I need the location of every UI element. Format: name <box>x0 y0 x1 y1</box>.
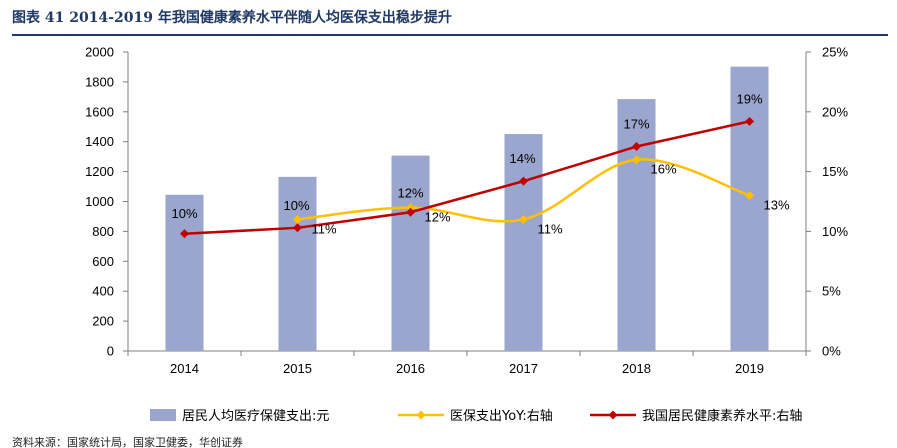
yoy-data-label: 13% <box>764 198 790 213</box>
right-tick-label: 5% <box>822 284 841 299</box>
yoy-point-2018 <box>632 155 641 165</box>
yoy-data-label: 12% <box>425 209 451 224</box>
legend-health-marker <box>608 410 618 420</box>
left-tick-label: 1400 <box>85 134 114 149</box>
x-tick-label: 2014 <box>170 361 199 376</box>
legend-yoy-label: 医保支出YoY:右轴 <box>450 409 553 424</box>
left-tick-label: 1200 <box>85 164 114 179</box>
x-tick-label: 2015 <box>283 361 312 376</box>
health-point-2019 <box>745 116 754 126</box>
legend-health-label: 我国居民健康素养水平:右轴 <box>642 408 802 424</box>
left-tick-label: 600 <box>92 254 114 269</box>
right-tick-label: 15% <box>822 164 848 179</box>
yoy-data-label: 16% <box>651 162 677 177</box>
bar-2016 <box>391 155 430 351</box>
health-data-label: 14% <box>509 151 535 166</box>
source-note: 资料来源：国家统计局，国家卫健委，华创证券 <box>12 437 243 448</box>
health-point-2017 <box>519 176 528 186</box>
bar-2018 <box>617 99 656 351</box>
bar-2015 <box>278 176 317 351</box>
health-data-label: 19% <box>736 91 762 106</box>
right-tick-label: 10% <box>822 224 848 239</box>
left-tick-label: 2000 <box>85 45 114 60</box>
figure-title: 图表 41 2014-2019 年我国健康素养水平伴随人均医保支出稳步提升 <box>12 10 452 26</box>
x-tick-label: 2016 <box>396 361 425 376</box>
health-data-label: 10% <box>171 206 197 221</box>
left-tick-label: 200 <box>92 314 114 329</box>
left-tick-label: 400 <box>92 284 114 299</box>
health-data-label: 17% <box>623 116 649 131</box>
health-point-2014 <box>180 229 189 239</box>
yoy-point-2015 <box>293 214 302 224</box>
yoy-point-2016 <box>406 202 415 212</box>
health-point-2015 <box>293 223 302 233</box>
health-literacy-line <box>184 120 750 236</box>
bar-2019 <box>730 66 769 351</box>
yoy-data-label: 11% <box>538 221 563 236</box>
x-tick-label: 2019 <box>735 361 764 376</box>
x-tick-label: 2017 <box>509 361 538 376</box>
health-point-2016 <box>406 207 415 217</box>
combo-chart: 0 200 400 600 800 1000 1200 1400 1600 1800 2000 0% 5… <box>85 45 848 425</box>
x-tick-label: 2018 <box>622 361 651 376</box>
health-point-2018 <box>632 141 641 151</box>
left-tick-label: 1800 <box>85 74 114 89</box>
right-tick-label: 25% <box>822 45 848 60</box>
legend-yoy-marker <box>416 410 426 420</box>
health-data-label: 12% <box>397 185 423 200</box>
health-data-label: 10% <box>283 198 309 213</box>
legend-bar-label: 居民人均医疗保健支出:元 <box>182 409 329 424</box>
left-tick-label: 800 <box>92 224 114 239</box>
left-tick-label: 1600 <box>85 104 114 119</box>
left-tick-label: 0 <box>107 344 114 359</box>
yoy-data-label: 11% <box>312 221 337 236</box>
left-tick-label: 1000 <box>85 194 114 209</box>
title-divider <box>12 34 888 36</box>
bar-2017 <box>504 134 543 351</box>
yoy-point-2017 <box>519 214 528 224</box>
yoy-point-2019 <box>745 191 754 201</box>
right-tick-label: 0% <box>822 344 841 359</box>
bar-2014 <box>165 194 204 351</box>
legend-bar-swatch <box>150 409 176 421</box>
right-tick-label: 20% <box>822 104 848 119</box>
